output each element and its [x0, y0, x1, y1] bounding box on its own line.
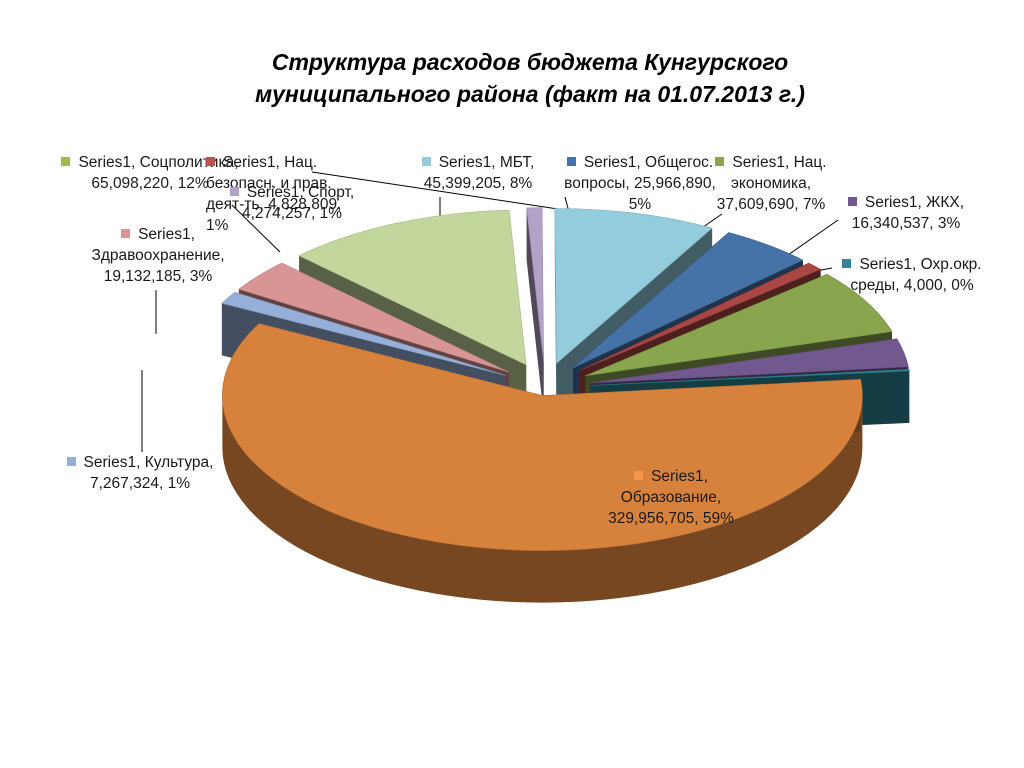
legend-swatch-ohr: [842, 259, 852, 268]
pie-slice-top-0: [222, 323, 863, 551]
pie-slice-top-5: [554, 208, 713, 365]
pie-slice-top-1: [221, 291, 506, 376]
legend-swatch-naceco: [715, 157, 725, 166]
pie-slice-top-8: [585, 273, 893, 377]
leader-line-soc: [231, 204, 281, 253]
label-zdrav: Series1, Здравоохранение, 19,132,185, 3%: [91, 226, 225, 285]
pie-slice-face-4-0: [526, 207, 544, 415]
pie-slice-side-0: [222, 395, 863, 603]
label-naceco: Series1, Нац. экономика, 37,609,690, 7%: [715, 154, 827, 213]
legend-swatch-kult: [66, 457, 76, 466]
legend-swatch-obsh: [566, 157, 576, 166]
label-sport: Series1, Спорт, 4,274,257, 1%: [222, 182, 362, 224]
pie-slice-top-9: [590, 338, 909, 384]
chart-title-line-2: муниципального района (факт на 01.07.201…: [255, 81, 805, 107]
legend-swatch-nacbez: [206, 157, 215, 166]
pie-slice-top-3: [298, 209, 527, 366]
label-kult: Series1, Культура, 7,267,324, 1%: [40, 452, 240, 494]
label-mbt: Series1, МБТ, 45,399,205, 8%: [404, 152, 552, 194]
legend-swatch-mbt: [421, 157, 431, 166]
label-soc: Series1, Соцполитика, 65,098,220, 12%: [50, 152, 250, 194]
legend-swatch-obraz: [634, 471, 644, 480]
pie-slice-top-10: [590, 368, 910, 386]
label-obraz: Series1, Образование, 329,956,705, 59%: [608, 468, 734, 527]
chart-title: Структура расходов бюджета Кунгурского м…: [130, 46, 930, 110]
legend-swatch-sport: [229, 187, 239, 196]
pie-slice-4: [526, 207, 544, 415]
label-ohr: Series1, Охр.окр. среды, 4,000, 0%: [828, 254, 996, 296]
pie-slice-top-7: [578, 262, 822, 372]
pie-slice-top-6: [572, 232, 804, 369]
legend-swatch-soc: [61, 157, 71, 166]
pie-slice-top-2: [238, 262, 510, 373]
legend-swatch-zdrav: [121, 229, 131, 238]
pie-slice-0: [222, 323, 863, 603]
chart-title-line-1: Структура расходов бюджета Кунгурского: [271, 49, 789, 75]
legend-swatch-zhkh: [847, 197, 857, 206]
label-zhkh: Series1, ЖКХ, 16,340,537, 3%: [826, 192, 986, 234]
pie-slice-top-4: [526, 207, 544, 363]
label-obsh: Series1, Общегос. вопросы, 25,966,890, 5…: [564, 154, 716, 213]
